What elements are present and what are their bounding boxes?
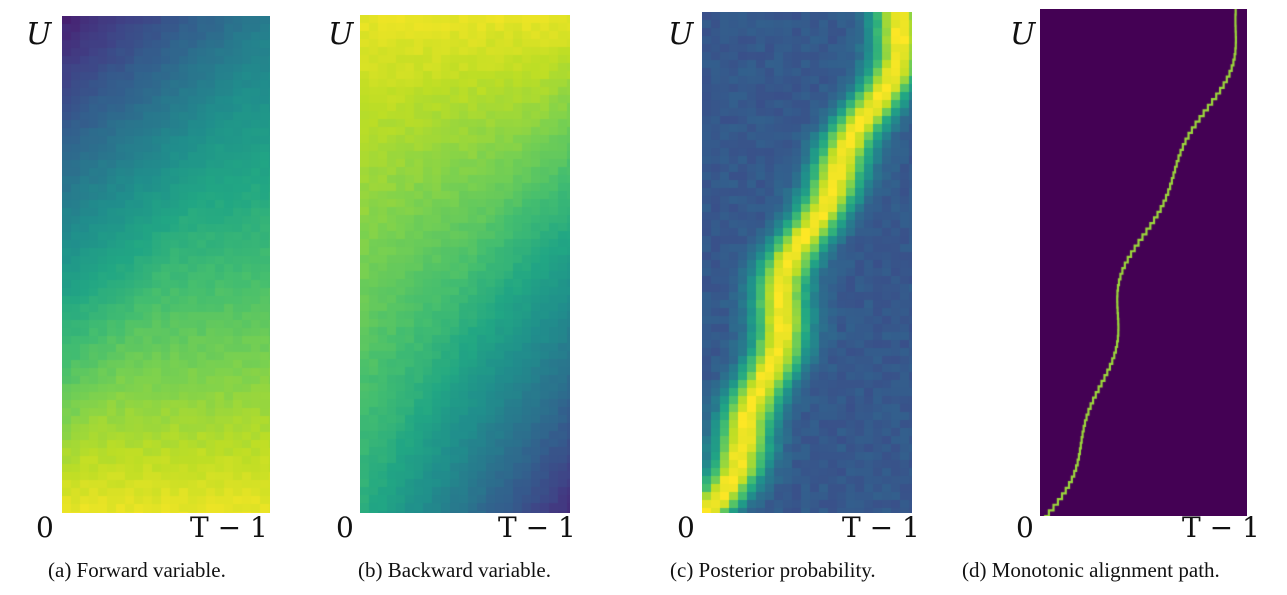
caption-posterior: (c) Posterior probability. bbox=[670, 558, 876, 582]
origin-label: 0 bbox=[1016, 511, 1034, 544]
caption-alignment: (d) Monotonic alignment path. bbox=[962, 558, 1220, 582]
x-end-label: T − 1 bbox=[498, 511, 576, 544]
caption-backward: (b) Backward variable. bbox=[358, 558, 551, 582]
y-top-label: U bbox=[26, 17, 52, 52]
caption-forward: (a) Forward variable. bbox=[48, 558, 226, 582]
y-top-label: U bbox=[328, 17, 354, 52]
origin-label: 0 bbox=[677, 511, 695, 544]
origin-label: 0 bbox=[36, 511, 54, 544]
heatmap-posterior bbox=[702, 12, 912, 513]
heatmap-forward bbox=[62, 16, 270, 513]
x-end-label: T − 1 bbox=[842, 511, 920, 544]
x-end-label: T − 1 bbox=[1182, 511, 1260, 544]
origin-label: 0 bbox=[336, 511, 354, 544]
heatmap-alignment bbox=[1040, 9, 1247, 516]
y-top-label: U bbox=[668, 17, 694, 52]
x-end-label: T − 1 bbox=[190, 511, 268, 544]
y-top-label: U bbox=[1010, 17, 1036, 52]
heatmap-backward bbox=[360, 15, 570, 513]
